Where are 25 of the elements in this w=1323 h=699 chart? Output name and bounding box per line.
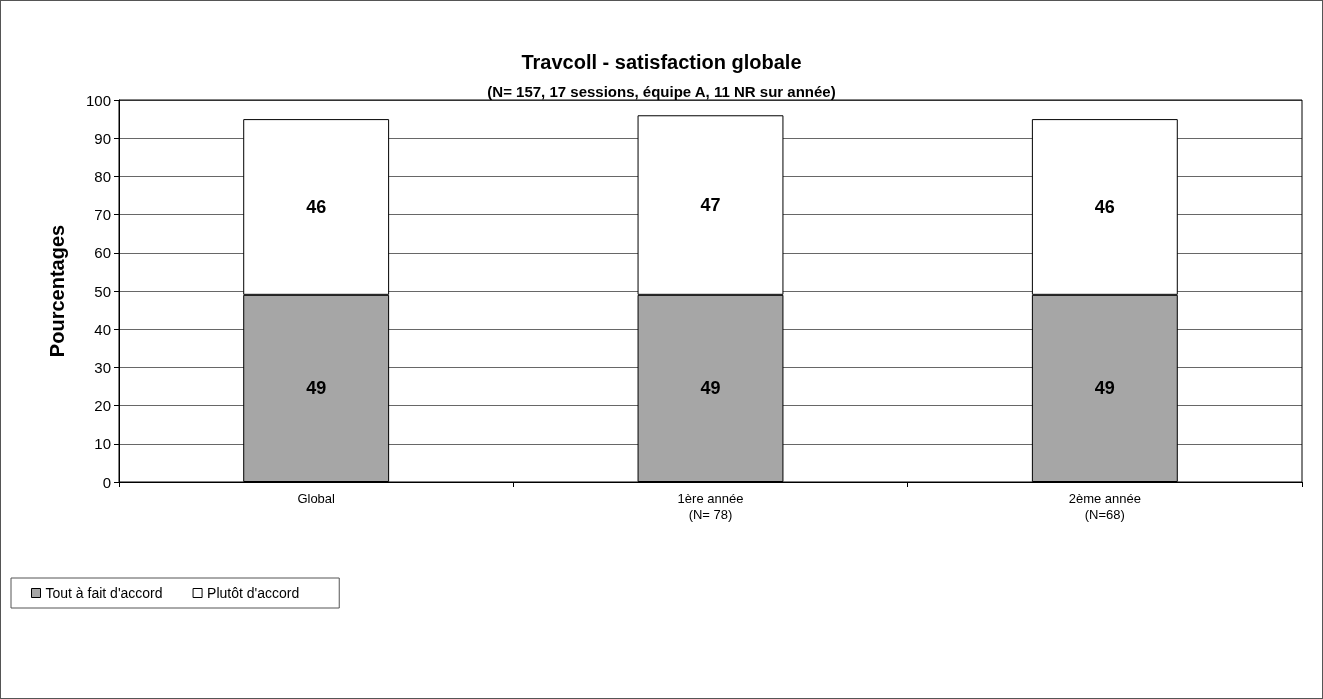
y-tick-label: 20 <box>94 397 111 415</box>
legend-label: Plutôt d'accord <box>207 585 300 601</box>
legend-label: Tout à fait d'accord <box>45 585 163 601</box>
y-axis-title: Pourcentages <box>46 224 68 358</box>
data-label: 46 <box>1094 196 1115 217</box>
y-tick-label: 60 <box>94 244 111 262</box>
y-tick-label: 80 <box>94 167 111 185</box>
data-label: 46 <box>306 196 327 217</box>
data-label: 47 <box>700 195 721 216</box>
y-tick-label: 10 <box>94 435 111 453</box>
data-label: 49 <box>1094 378 1115 399</box>
x-tick-label: 2ème année (N=68) <box>1068 490 1141 522</box>
data-label: 49 <box>700 378 721 399</box>
y-tick-label: 40 <box>94 320 111 338</box>
data-label: 49 <box>306 378 327 399</box>
y-tick-label: 50 <box>94 282 111 300</box>
chart-subtitle: (N= 157, 17 sessions, équipe A, 11 NR sur année) <box>487 83 836 100</box>
chart-title: Travcoll - satisfaction globale <box>521 51 802 73</box>
y-tick-label: 0 <box>102 473 111 491</box>
y-tick-label: 70 <box>94 206 111 224</box>
y-tick-label: 90 <box>94 129 111 147</box>
x-tick-label: Global <box>297 490 336 506</box>
y-tick-label: 30 <box>94 358 111 376</box>
y-tick-label: 100 <box>85 91 111 109</box>
x-tick-label: 1ère année (N= 78) <box>677 490 744 522</box>
